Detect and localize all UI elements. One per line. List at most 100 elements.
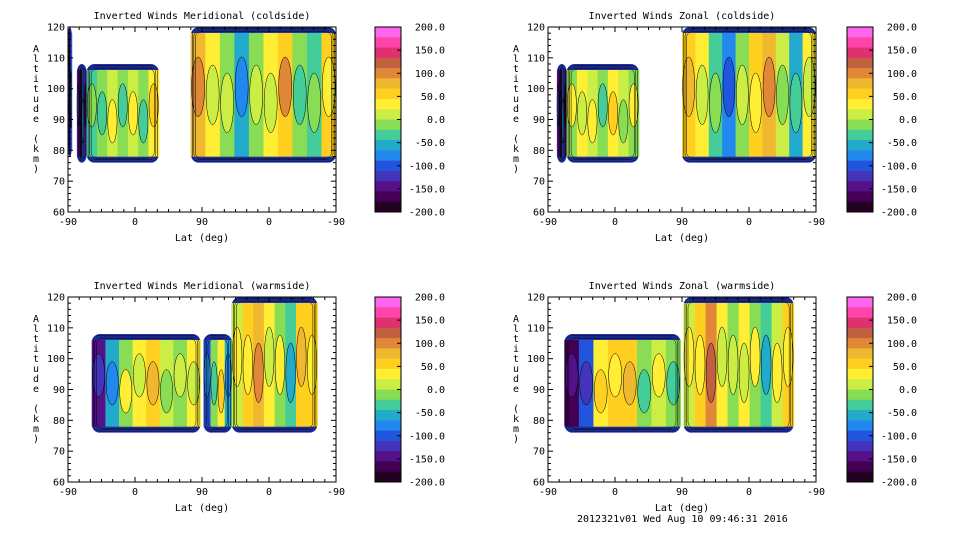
contour-blob — [242, 334, 253, 395]
colorbar-tick-label: 150.0 — [415, 46, 445, 57]
contour-blob — [84, 83, 87, 128]
contour-regions — [68, 27, 336, 163]
colorbar-tick-label: 50.0 — [421, 92, 445, 103]
x-tick-label: 90 — [676, 217, 688, 228]
contour-blob — [146, 361, 160, 406]
colorbar-tick-label: -50.0 — [887, 408, 917, 419]
colorbar-tick-label: -200.0 — [409, 208, 445, 219]
colorbar: 200.0 150.0 100.0 50.0 0.0 -50.0 -100.0 -150.0 -… — [374, 23, 445, 219]
panel-meridional-coldside: Inverted Winds Meridional (coldside) -90… — [33, 11, 445, 244]
colorbar-swatch — [375, 57, 401, 69]
y-tick-label: 60 — [53, 478, 65, 489]
contour-line — [93, 335, 200, 432]
chart-title: Inverted Winds Zonal (warmside) — [589, 281, 776, 292]
contour-blob — [306, 334, 318, 395]
colorbar-swatch — [847, 47, 873, 59]
colorbar-swatch — [847, 368, 873, 380]
x-tick-label: 0 — [746, 217, 752, 228]
contour-blob — [556, 83, 560, 128]
x-tick-label: -90 — [807, 487, 825, 498]
contour-blob — [321, 56, 336, 117]
contour-blob — [105, 361, 119, 406]
colorbar-swatch — [375, 389, 401, 401]
colorbar-tick-label: 50.0 — [893, 92, 917, 103]
contour-blob — [597, 83, 608, 128]
colorbar-swatch — [375, 327, 401, 339]
contour-line — [236, 301, 314, 429]
colorbar-swatch — [375, 440, 401, 452]
colorbar-swatch — [375, 119, 401, 131]
contour-blob — [722, 56, 736, 117]
colorbar-tick-label: 0.0 — [899, 385, 917, 396]
colorbar-swatch — [375, 410, 401, 421]
colorbar-swatch — [375, 109, 401, 120]
contour-blob — [278, 56, 292, 117]
colorbar-tick-label: 150.0 — [887, 316, 917, 327]
y-tick-label: 70 — [533, 177, 545, 188]
y-ticks: 60 70 80 90 100 110 120 — [527, 23, 816, 219]
y-tick-label: 110 — [47, 53, 65, 64]
contour-line — [567, 65, 638, 162]
colorbar-swatch — [375, 191, 401, 203]
colorbar-swatch — [847, 150, 873, 162]
x-ticks: -90 0 90 0 -90 — [539, 27, 825, 228]
contour-blob — [117, 83, 128, 128]
colorbar-swatch — [847, 348, 873, 360]
colorbar-swatch — [375, 150, 401, 162]
colorbar-swatch — [847, 119, 873, 131]
colorbar-swatch — [375, 201, 401, 213]
x-axis-label: Lat (deg) — [655, 503, 709, 514]
x-axis-label: Lat (deg) — [655, 233, 709, 244]
colorbar-tick-label: -100.0 — [409, 161, 445, 172]
x-tick-label: -90 — [327, 217, 345, 228]
contour-line — [87, 65, 158, 162]
x-tick-label: 0 — [132, 487, 138, 498]
contour-regions — [564, 297, 795, 433]
y-tick-label: 70 — [53, 177, 65, 188]
colorbar-tick-label: -150.0 — [409, 454, 445, 465]
contour-blob — [97, 91, 107, 136]
colorbar-swatch — [847, 37, 873, 49]
contour-blob — [253, 342, 264, 403]
contour-blob — [579, 361, 593, 406]
x-tick-label: 90 — [196, 487, 208, 498]
colorbar-swatch — [375, 317, 401, 329]
chart-title: Inverted Winds Meridional (coldside) — [94, 11, 311, 22]
colorbar-tick-label: 100.0 — [415, 69, 445, 80]
contour-blob — [727, 334, 739, 395]
contour-line — [206, 336, 230, 430]
colorbar-swatch — [847, 451, 873, 462]
contour-regions — [556, 27, 816, 163]
contour-regions — [91, 297, 318, 433]
y-tick-label: 90 — [53, 115, 65, 126]
colorbar-tick-label: 0.0 — [899, 115, 917, 126]
colorbar: 200.0 150.0 100.0 50.0 0.0 -50.0 -100.0 -150.0 -… — [846, 293, 917, 489]
colorbar-swatch — [375, 27, 401, 38]
contour-line — [94, 336, 198, 430]
colorbar-tick-label: 200.0 — [887, 23, 917, 34]
colorbar-tick-label: -200.0 — [409, 478, 445, 489]
y-tick-label: 100 — [47, 84, 65, 95]
colorbar-swatch — [375, 471, 401, 483]
x-ticks: -90 0 90 0 -90 — [539, 297, 825, 498]
colorbar-tick-label: 100.0 — [415, 339, 445, 350]
colorbar-tick-label: -50.0 — [415, 408, 445, 419]
contour-blob — [628, 83, 639, 128]
colorbar-swatch — [847, 430, 873, 442]
contour-blob — [274, 334, 285, 395]
colorbar-tick-label: 0.0 — [427, 385, 445, 396]
contour-blob — [666, 361, 681, 406]
colorbar-swatch — [847, 461, 873, 473]
colorbar-tick-label: -100.0 — [881, 161, 917, 172]
y-tick-label: 70 — [533, 447, 545, 458]
contour-blob — [608, 353, 622, 398]
contour-line — [570, 68, 635, 159]
y-tick-label: 80 — [533, 416, 545, 427]
colorbar-swatch — [847, 109, 873, 120]
contour-blob — [292, 64, 307, 125]
colorbar-swatch — [847, 440, 873, 452]
x-tick-label: 90 — [676, 487, 688, 498]
